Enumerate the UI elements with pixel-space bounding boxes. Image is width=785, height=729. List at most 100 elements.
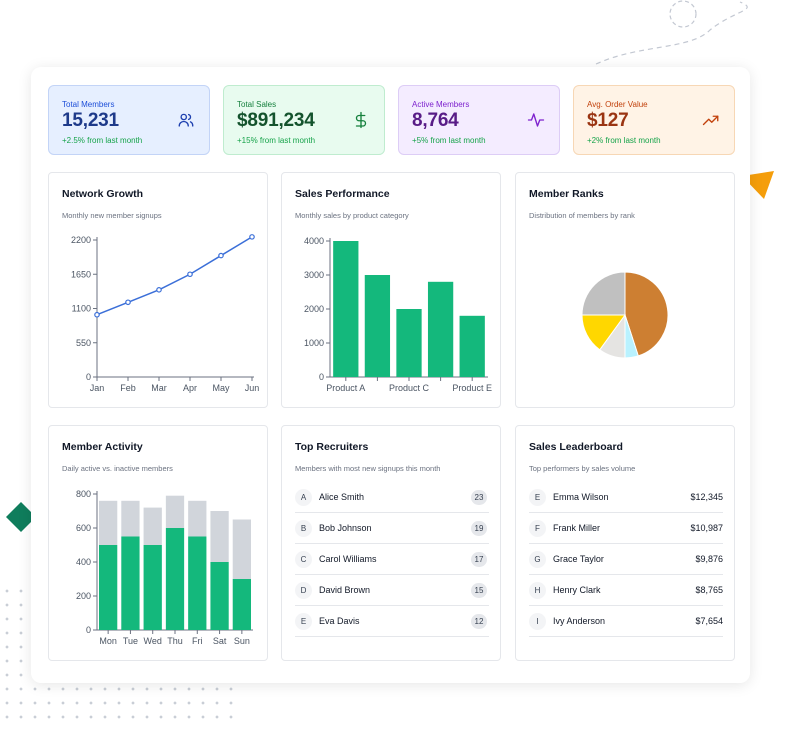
member-name: Henry Clark xyxy=(553,585,601,595)
bar-segment xyxy=(99,500,118,545)
data-point xyxy=(218,252,224,259)
list-item[interactable]: B Bob Johnson 19 xyxy=(295,513,489,544)
stat-change: +15% from last month xyxy=(237,136,316,145)
y-tick-label: 600 xyxy=(76,523,91,533)
y-tick-label: 4000 xyxy=(304,236,324,246)
x-tick-label: May xyxy=(212,383,230,393)
x-tick-label: Product A xyxy=(326,383,365,393)
signup-count-badge: 23 xyxy=(471,490,487,505)
x-tick-label: Fri xyxy=(192,636,203,646)
card-title: Network Growth xyxy=(62,188,144,200)
stat-label: Active Members xyxy=(412,100,470,109)
sales-amount: $8,765 xyxy=(695,585,723,595)
sales-performance-card: Sales Performance Monthly sales by produ… xyxy=(281,172,501,408)
stat-card-active-members: Active Members 8,764 +5% from last month xyxy=(398,85,560,155)
member-activity-chart: 0 200 400 600 800 Mon Tue Wed Thu Fri Sat Sun xyxy=(76,489,253,646)
list-item[interactable]: A Alice Smith 23 xyxy=(295,482,489,513)
bar-segment xyxy=(210,562,229,630)
signup-count-badge: 19 xyxy=(471,521,487,536)
dashboard-panel: Total Members 15,231 +2.5% from last mon… xyxy=(31,67,750,683)
bar-segment xyxy=(165,528,185,630)
stat-change: +5% from last month xyxy=(412,136,486,145)
y-tick-label: 0 xyxy=(86,372,91,382)
pie-slice xyxy=(624,271,669,357)
y-tick-label: 2000 xyxy=(304,304,324,314)
sales-performance-chart: 0 1000 2000 3000 4000 Product A Product C Produ… xyxy=(304,236,492,393)
x-tick-label: Tue xyxy=(123,636,138,646)
member-name: Alice Smith xyxy=(319,492,365,502)
signup-count-badge: 12 xyxy=(471,614,487,629)
card-subtitle: Daily active vs. inactive members xyxy=(62,464,173,473)
stat-value: 8,764 xyxy=(412,110,459,131)
card-subtitle: Top performers by sales volume xyxy=(529,464,636,473)
y-tick-label: 1000 xyxy=(304,338,324,348)
avatar: A xyxy=(295,489,312,506)
bar-segment xyxy=(143,545,162,630)
list-item[interactable]: E Emma Wilson $12,345 xyxy=(529,482,723,513)
data-point xyxy=(94,311,100,318)
member-name: Eva Davis xyxy=(319,616,360,626)
network-growth-card: Network Growth Monthly new member signup… xyxy=(48,172,268,408)
dashed-circle xyxy=(669,0,697,28)
bar-segment xyxy=(232,519,251,579)
x-tick-label: Jan xyxy=(90,383,105,393)
sales-amount: $9,876 xyxy=(695,554,723,564)
data-point xyxy=(125,299,131,306)
stat-card-total-sales: Total Sales $891,234 +15% from last mont… xyxy=(223,85,385,155)
x-tick-label: Mar xyxy=(151,383,167,393)
list-item[interactable]: C Carol Williams 17 xyxy=(295,544,489,575)
sales-amount: $10,987 xyxy=(690,523,723,533)
sales-amount: $12,345 xyxy=(690,492,723,502)
bar-segment xyxy=(188,536,207,630)
stat-change: +2% from last month xyxy=(587,136,661,145)
card-subtitle: Members with most new signups this month xyxy=(295,464,441,473)
activity-icon xyxy=(527,113,545,127)
member-name: David Brown xyxy=(319,585,371,595)
y-tick-label: 800 xyxy=(76,489,91,499)
y-tick-label: 400 xyxy=(76,557,91,567)
x-tick-label: Product E xyxy=(452,383,492,393)
member-name: Ivy Anderson xyxy=(553,616,606,626)
list-item[interactable]: D David Brown 15 xyxy=(295,575,489,606)
y-tick-label: 200 xyxy=(76,591,91,601)
sales-amount: $7,654 xyxy=(695,616,723,626)
top-recruiters-card: Top Recruiters Members with most new sig… xyxy=(281,425,501,661)
bar-segment xyxy=(99,545,118,630)
stat-label: Total Members xyxy=(62,100,115,109)
y-tick-label: 0 xyxy=(86,625,91,635)
bar xyxy=(427,281,454,377)
bar-segment xyxy=(143,507,162,545)
member-name: Grace Taylor xyxy=(553,554,604,564)
signup-count-badge: 15 xyxy=(471,583,487,598)
list-item[interactable]: F Frank Miller $10,987 xyxy=(529,513,723,544)
y-tick-label: 0 xyxy=(319,372,324,382)
x-tick-label: Sun xyxy=(234,636,250,646)
card-subtitle: Monthly new member signups xyxy=(62,211,162,220)
list-item[interactable]: I Ivy Anderson $7,654 xyxy=(529,606,723,637)
x-tick-label: Wed xyxy=(144,636,162,646)
stat-label: Avg. Order Value xyxy=(587,100,648,109)
list-item[interactable]: H Henry Clark $8,765 xyxy=(529,575,723,606)
network-growth-chart: 0 550 1100 1650 2200 Jan Feb Mar Apr May Jun xyxy=(71,234,259,393)
card-title: Member Ranks xyxy=(529,188,604,200)
dollar-icon xyxy=(355,111,367,129)
card-title: Sales Leaderboard xyxy=(529,441,623,453)
stat-value: $891,234 xyxy=(237,110,315,131)
avatar: B xyxy=(295,520,312,537)
avatar: E xyxy=(295,613,312,630)
signup-count-badge: 17 xyxy=(471,552,487,567)
trending-up-icon xyxy=(702,115,719,126)
y-tick-label: 2200 xyxy=(71,235,91,245)
member-name: Bob Johnson xyxy=(319,523,372,533)
member-ranks-card: Member Ranks Distribution of members by … xyxy=(515,172,735,408)
stat-card-avg-order: Avg. Order Value $127 +2% from last mont… xyxy=(573,85,735,155)
stat-card-total-members: Total Members 15,231 +2.5% from last mon… xyxy=(48,85,210,155)
recruiters-list: A Alice Smith 23 B Bob Johnson 19 C Carol Wil… xyxy=(295,482,489,637)
card-title: Member Activity xyxy=(62,441,143,453)
bar-segment xyxy=(121,500,140,537)
list-item[interactable]: G Grace Taylor $9,876 xyxy=(529,544,723,575)
pie-slice xyxy=(581,271,626,316)
avatar: I xyxy=(529,613,546,630)
y-tick-label: 3000 xyxy=(304,270,324,280)
list-item[interactable]: E Eva Davis 12 xyxy=(295,606,489,637)
